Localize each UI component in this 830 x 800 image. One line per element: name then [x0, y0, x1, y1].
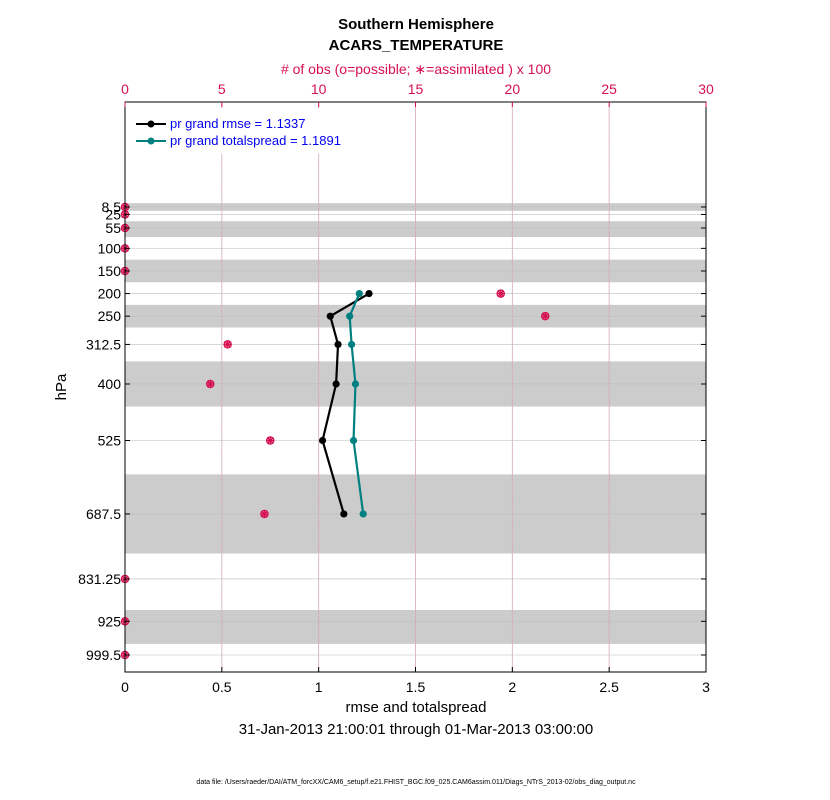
- chart-title: Southern Hemisphere: [338, 16, 494, 33]
- top-tick-label: 20: [505, 81, 521, 97]
- series-point-0: [326, 312, 334, 320]
- series-point-0: [332, 380, 340, 388]
- x-tick-label: 1: [315, 679, 323, 695]
- x-axis-label: rmse and totalspread: [346, 699, 487, 716]
- series-line-1: [348, 293, 365, 515]
- y-tick-label: 400: [98, 376, 122, 392]
- x-tick-label: 2.5: [599, 679, 619, 695]
- series-point-1: [346, 312, 354, 320]
- y-tick-label: 250: [98, 308, 122, 324]
- y-axis-label: hPa: [53, 373, 70, 400]
- series-line-0: [321, 292, 370, 515]
- legend-spread-label: pr grand totalspread = 1.1891: [170, 133, 341, 148]
- y-tick-label: 55: [105, 220, 121, 236]
- legend-rmse-label: pr grand rmse = 1.1337: [170, 116, 306, 131]
- x-tick-label: 0.5: [212, 679, 232, 695]
- obs-assimilated-marker: [496, 289, 505, 298]
- y-tick-label: 687.5: [86, 506, 121, 522]
- series-point-1: [355, 289, 363, 298]
- y-tick-label: 200: [98, 286, 122, 302]
- y-tick-label: 312.5: [86, 336, 121, 352]
- top-tick-label: 10: [311, 81, 327, 97]
- series-point-1: [359, 510, 367, 518]
- obs-assimilated-marker: [266, 436, 275, 445]
- top-tick-label: 15: [408, 81, 424, 97]
- obs-assimilated-marker: [206, 379, 215, 388]
- legend-spread-marker: [147, 137, 155, 145]
- obs-assimilated-stroke: [541, 312, 549, 320]
- y-tick-label: 999.5: [86, 647, 121, 663]
- series-point-0: [318, 436, 327, 445]
- x-tick-label: 0: [121, 679, 129, 695]
- chart-subtitle: ACARS_TEMPERATURE: [329, 37, 504, 54]
- obs-assimilated-marker: [541, 312, 550, 321]
- series-point-0: [334, 340, 342, 349]
- y-tick-label: 150: [98, 263, 122, 279]
- obs-assimilated-marker: [260, 509, 269, 518]
- top-tick-label: 30: [698, 81, 714, 97]
- series-point-1: [347, 340, 356, 349]
- date-range: 31-Jan-2013 21:00:01 through 01-Mar-2013…: [239, 721, 593, 738]
- obs-assimilated-stroke: [266, 436, 274, 444]
- legend-rmse-marker: [147, 120, 155, 128]
- x-tick-label: 1.5: [406, 679, 426, 695]
- x-tick-label: 3: [702, 679, 710, 695]
- top-axis-label: # of obs (o=possible; ∗=assimilated ) x …: [281, 61, 551, 77]
- series-point-1: [351, 380, 360, 388]
- series-point-0: [340, 510, 348, 518]
- y-tick-label: 925: [98, 613, 122, 629]
- legend: pr grand rmse = 1.1337 pr grand totalspr…: [131, 108, 367, 154]
- top-tick-label: 25: [601, 81, 617, 97]
- obs-assimilated-marker: [223, 340, 232, 349]
- y-tick-label: 8.5: [102, 199, 122, 215]
- top-tick-label: 5: [218, 81, 226, 97]
- series-point-0: [365, 289, 373, 298]
- axis-ticks: 0 0.5 1 1.5 2 2.5 30 5 10 15 20 25 308.5255510015020…: [78, 81, 714, 695]
- obs-assimilated-stroke: [260, 510, 268, 518]
- obs-assimilated-stroke: [206, 380, 214, 388]
- y-tick-label: 25: [105, 206, 121, 222]
- y-tick-label: 831.25: [78, 571, 121, 587]
- legend-box: [131, 108, 367, 154]
- y-tick-label: 100: [98, 240, 122, 256]
- y-tick-label: 525: [98, 432, 122, 448]
- top-tick-label: 0: [121, 81, 129, 97]
- data-series: [318, 289, 373, 518]
- series-point-1: [349, 436, 358, 445]
- obs-assimilated-stroke: [497, 290, 505, 298]
- x-tick-label: 2: [508, 679, 516, 695]
- obs-assimilated-stroke: [224, 340, 232, 348]
- data-file-footer: data file: /Users/raeder/DAI/ATM_forcXX/…: [196, 779, 636, 786]
- gridlines: [125, 102, 706, 672]
